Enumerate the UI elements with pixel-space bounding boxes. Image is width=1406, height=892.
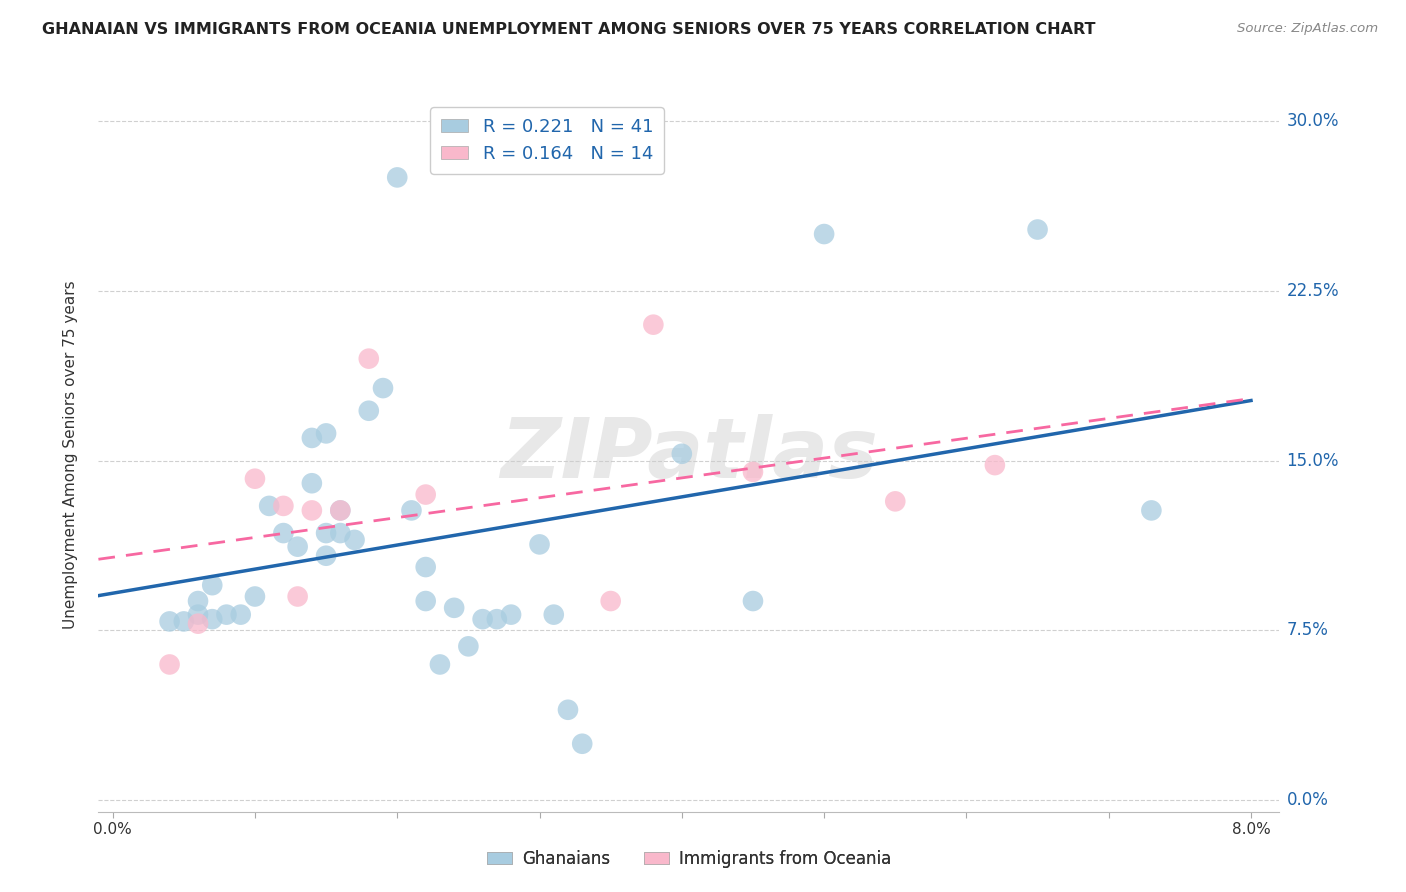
Point bbox=[287, 590, 309, 604]
Point bbox=[187, 607, 209, 622]
Text: 22.5%: 22.5% bbox=[1286, 282, 1339, 300]
Point bbox=[813, 227, 835, 241]
Point bbox=[329, 503, 352, 517]
Point bbox=[1140, 503, 1163, 517]
Point bbox=[357, 351, 380, 366]
Point bbox=[415, 594, 437, 608]
Text: GHANAIAN VS IMMIGRANTS FROM OCEANIA UNEMPLOYMENT AMONG SENIORS OVER 75 YEARS COR: GHANAIAN VS IMMIGRANTS FROM OCEANIA UNEM… bbox=[42, 22, 1095, 37]
Point bbox=[159, 615, 181, 629]
Point bbox=[273, 499, 295, 513]
Point bbox=[671, 447, 693, 461]
Point bbox=[415, 560, 437, 574]
Point bbox=[415, 487, 437, 501]
Point bbox=[387, 170, 409, 185]
Point bbox=[884, 494, 907, 508]
Text: 0.0%: 0.0% bbox=[1286, 791, 1329, 809]
Point bbox=[287, 540, 309, 554]
Point bbox=[471, 612, 494, 626]
Point bbox=[273, 526, 295, 541]
Point bbox=[401, 503, 423, 517]
Text: Source: ZipAtlas.com: Source: ZipAtlas.com bbox=[1237, 22, 1378, 36]
Point bbox=[329, 526, 352, 541]
Point bbox=[371, 381, 394, 395]
Point bbox=[315, 426, 337, 441]
Text: 15.0%: 15.0% bbox=[1286, 451, 1339, 469]
Point bbox=[187, 594, 209, 608]
Point bbox=[257, 499, 280, 513]
Point bbox=[315, 526, 337, 541]
Point bbox=[643, 318, 665, 332]
Point bbox=[343, 533, 366, 547]
Point bbox=[159, 657, 181, 672]
Point bbox=[571, 737, 593, 751]
Text: ZIPatlas: ZIPatlas bbox=[501, 415, 877, 495]
Point bbox=[357, 403, 380, 417]
Point bbox=[429, 657, 451, 672]
Text: 30.0%: 30.0% bbox=[1286, 112, 1339, 129]
Point bbox=[742, 594, 765, 608]
Point bbox=[301, 476, 323, 491]
Point bbox=[229, 607, 252, 622]
Point bbox=[443, 600, 465, 615]
Point bbox=[301, 503, 323, 517]
Legend: Ghanaians, Immigrants from Oceania: Ghanaians, Immigrants from Oceania bbox=[481, 844, 897, 875]
Point bbox=[329, 503, 352, 517]
Point bbox=[243, 472, 266, 486]
Point bbox=[984, 458, 1007, 472]
Point bbox=[742, 465, 765, 479]
Point bbox=[1026, 222, 1049, 236]
Point bbox=[557, 703, 579, 717]
Point bbox=[315, 549, 337, 563]
Point bbox=[201, 578, 224, 592]
Point bbox=[529, 537, 551, 551]
Point bbox=[457, 640, 479, 654]
Point bbox=[243, 590, 266, 604]
Point bbox=[485, 612, 508, 626]
Y-axis label: Unemployment Among Seniors over 75 years: Unemployment Among Seniors over 75 years bbox=[63, 281, 77, 629]
Text: 7.5%: 7.5% bbox=[1286, 622, 1329, 640]
Point bbox=[187, 616, 209, 631]
Point bbox=[215, 607, 238, 622]
Point bbox=[499, 607, 522, 622]
Point bbox=[201, 612, 224, 626]
Point bbox=[599, 594, 621, 608]
Point bbox=[173, 615, 195, 629]
Point bbox=[301, 431, 323, 445]
Point bbox=[543, 607, 565, 622]
